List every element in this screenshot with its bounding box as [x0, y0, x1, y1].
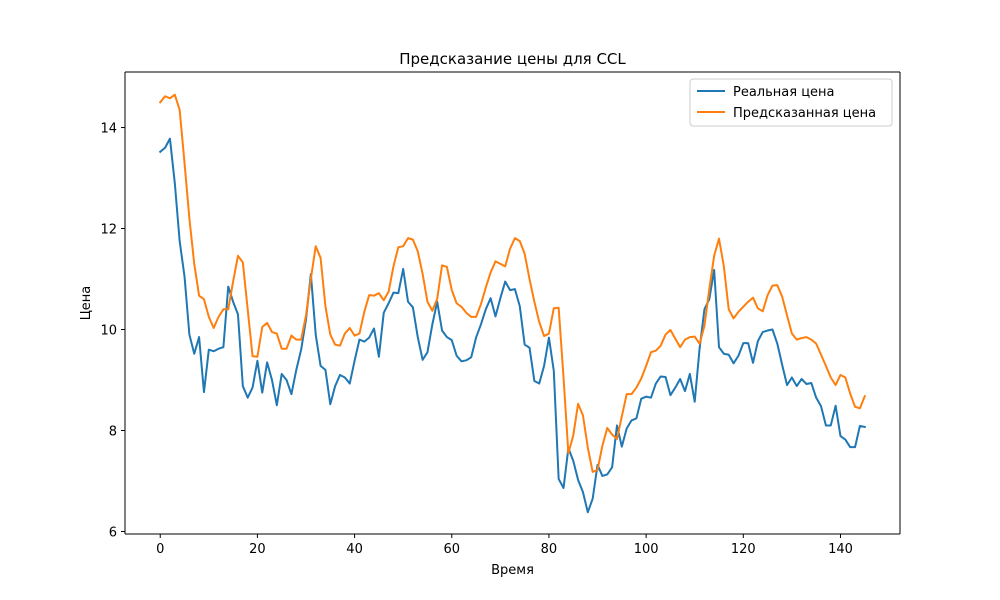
- legend: Реальная цена Предсказанная цена: [689, 78, 893, 127]
- x-tick-label: 0: [156, 542, 164, 557]
- x-axis-label: Время: [491, 563, 534, 578]
- y-tick-label: 8: [109, 424, 117, 439]
- y-tick-label: 6: [109, 525, 117, 540]
- legend-label-real: Реальная цена: [733, 85, 835, 100]
- legend-box: [689, 78, 893, 127]
- plot-area: [125, 72, 900, 534]
- series-real: [158, 137, 866, 514]
- x-axis-ticks: 0 20 40 60 80 100 120 140: [156, 534, 853, 557]
- y-tick-label: 10: [100, 324, 117, 339]
- series-predicted: [158, 93, 867, 473]
- x-tick-label: 100: [634, 542, 659, 557]
- series-line-predicted: [158, 93, 867, 473]
- series-layer: [158, 93, 867, 514]
- x-tick-label: 140: [828, 542, 853, 557]
- legend-label-predicted: Предсказанная цена: [733, 106, 876, 121]
- x-tick-label: 20: [249, 542, 266, 557]
- y-tick-label: 14: [100, 122, 117, 137]
- chart-title: Предсказание цены для CCL: [399, 50, 626, 68]
- y-tick-label: 12: [100, 223, 117, 238]
- x-tick-label: 60: [443, 542, 460, 557]
- y-axis-ticks: 6 8 10 12 14: [100, 122, 125, 540]
- x-tick-label: 40: [346, 542, 363, 557]
- x-tick-label: 120: [731, 542, 756, 557]
- x-tick-label: 80: [541, 542, 558, 557]
- series-line-real: [158, 137, 866, 514]
- y-axis-label: Цена: [79, 286, 94, 321]
- plot-frame: [124, 71, 901, 535]
